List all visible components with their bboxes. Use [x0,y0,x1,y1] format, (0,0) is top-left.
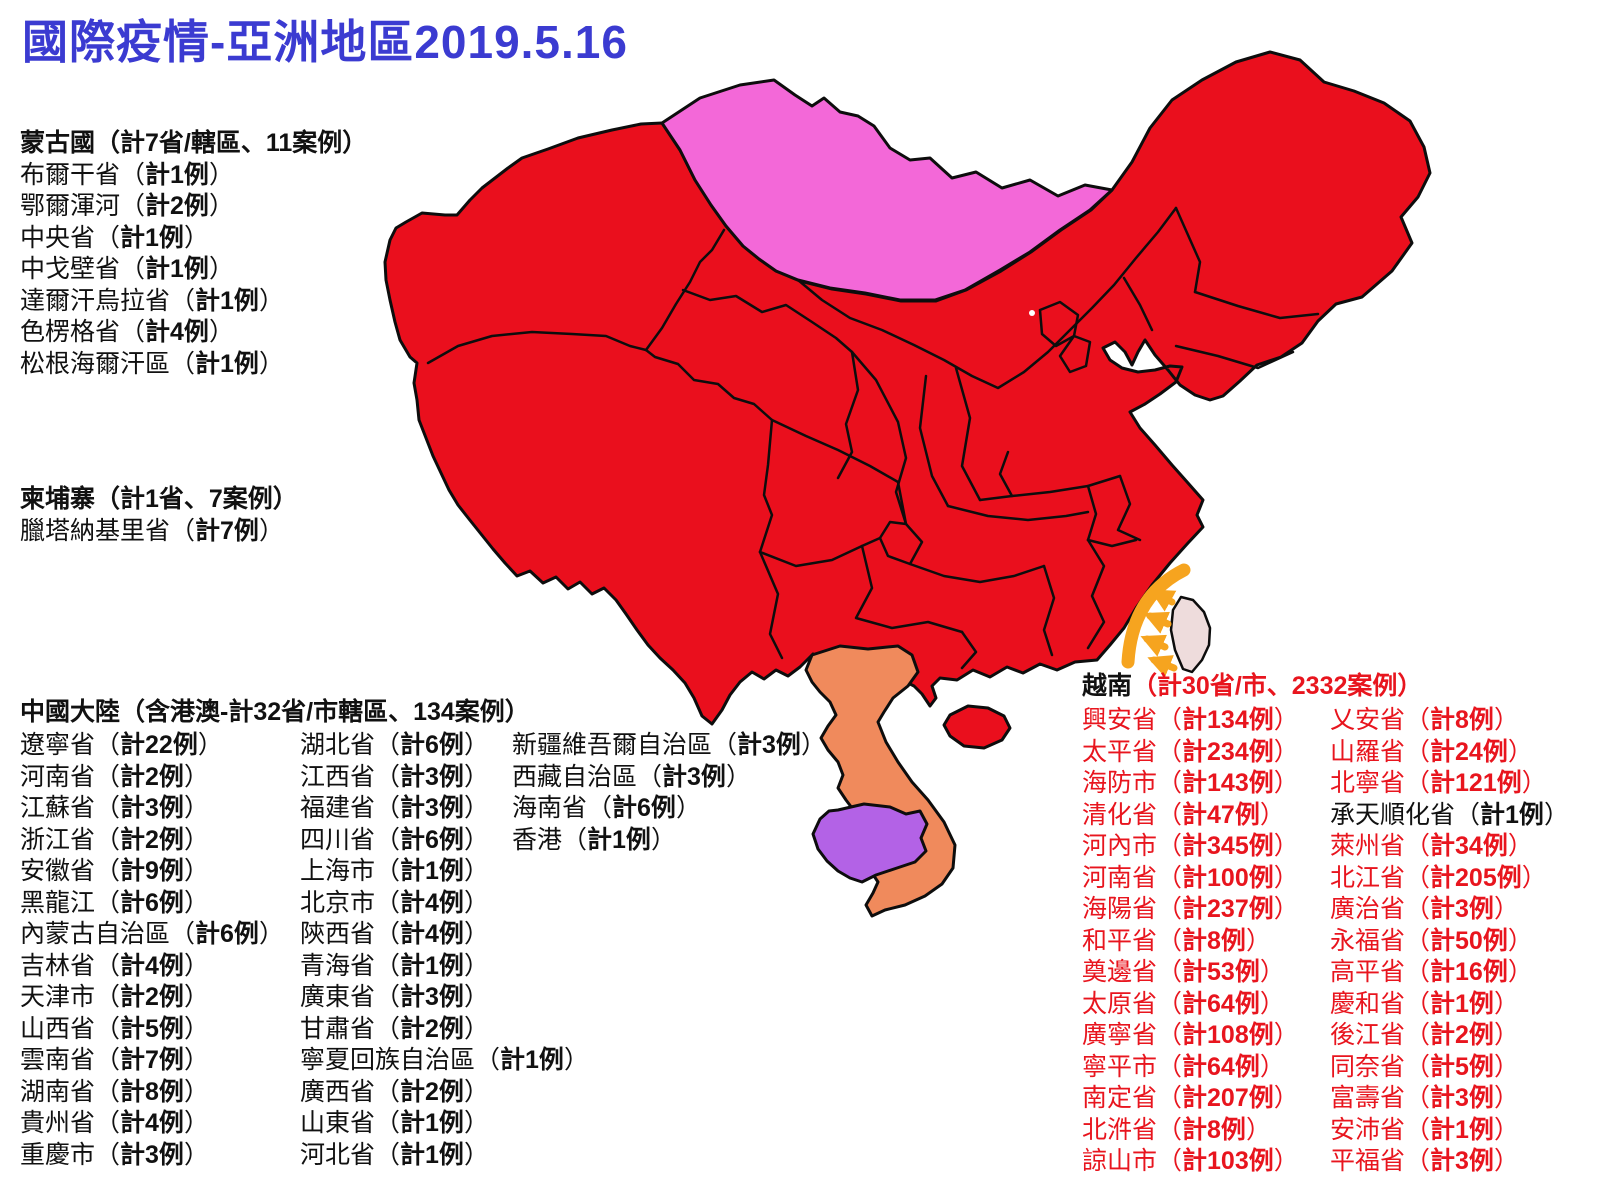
province-entry: 四川省（計6例） [300,825,489,854]
province-entry: 清化省（計47例） [1082,800,1285,829]
province-borders [426,206,1320,670]
province-entry: 諒山市（計103例） [1082,1147,1299,1175]
province-entry: 北江省（計205例） [1330,863,1547,892]
province-entry: 湖南省（計8例） [20,1077,209,1106]
cambodia-province-list: 臘塔納基里省（計7例） [20,516,298,548]
cambodia-header: 柬埔寨（計1省、7案例） [20,485,298,513]
province-entry: 廣東省（計3例） [300,983,489,1011]
province-entry: 香港（計1例） [512,825,676,854]
vietnam-section: 越南（計30省/市、2332案例） 興安省（計134例） 太平省（計234例） … [1082,671,1600,1191]
province-entry: 天津市（計2例） [20,983,209,1011]
province-entry: 西藏自治區（計3例） [512,762,751,791]
china-section: 中國大陸（含港澳-計32省/市轄區、134案例） 遼寧省（計22例） 河南省（計… [20,697,1040,1177]
province-entry: 山東省（計1例） [300,1109,489,1137]
province-entry: 富壽省（計3例） [1330,1084,1519,1112]
province-entry: 遼寧省（計22例） [20,731,223,759]
map-region-hainan-island [942,704,1012,750]
mongolia-header: 蒙古國（計7省/轄區、11案例） [20,129,368,157]
province-entry: 布爾干省（計1例） [20,160,234,189]
map-region-china [383,50,1432,726]
province-entry: 河內市（計345例） [1082,832,1299,860]
province-entry: 河北省（計1例） [300,1140,489,1169]
province-entry: 太原省（計64例） [1082,989,1285,1018]
province-entry: 太平省（計234例） [1082,737,1299,766]
vietnam-header-detail: （計30省/市、2332案例） [1132,672,1423,700]
map-region-cambodia [811,802,929,884]
map-region-taiwan [1169,595,1212,674]
cambodia-section: 柬埔寨（計1省、7案例） 臘塔納基里省（計7例） [20,484,298,547]
province-entry: 河南省（計2例） [20,762,209,791]
province-entry: 松根海爾汗區（計1例） [20,349,284,378]
province-entry: 安徽省（計9例） [20,857,209,885]
province-entry: 同奈省（計5例） [1330,1052,1519,1081]
province-entry: 色楞格省（計4例） [20,318,234,346]
china-province-list-col1: 遼寧省（計22例） 河南省（計2例） 江蘇省（計3例） 浙江省（計2例） 安徽省… [20,730,284,1171]
page-title: 國際疫情-亞洲地區2019.5.16 [22,16,628,68]
vietnam-header: 越南（計30省/市、2332案例） [1082,671,1600,703]
province-entry: 新疆維吾爾自治區（計3例） [512,731,826,759]
province-entry: 吉林省（計4例） [20,951,209,980]
vietnam-province-list-col1: 興安省（計134例） 太平省（計234例） 海防市（計143例） 清化省（計47… [1082,705,1299,1178]
province-entry: 廣西省（計2例） [300,1077,489,1106]
province-entry: 廣寧省（計108例） [1082,1021,1299,1049]
map-region-mongolia [660,78,1114,302]
province-entry: 永福省（計50例） [1330,926,1533,955]
taiwan-strait-arrows [1140,589,1178,678]
mongolia-province-list: 布爾干省（計1例） 鄂爾渾河（計2例） 中央省（計1例） 中戈壁省（計1例） 達… [20,160,367,381]
province-entry: 黑龍江（計6例） [20,888,209,917]
china-province-list-col3: 新疆維吾爾自治區（計3例） 西藏自治區（計3例） 海南省（計6例） 香港（計1例… [512,730,826,856]
province-entry: 湖北省（計6例） [300,731,489,759]
province-entry: 鄂爾渾河（計2例） [20,192,234,220]
province-entry: 北𣴓省（計8例） [1082,1115,1271,1144]
province-entry: 貴州省（計4例） [20,1109,209,1137]
province-entry: 福建省（計3例） [300,794,489,822]
province-entry: 後江省（計2例） [1330,1021,1519,1049]
province-entry: 乂安省（計8例） [1330,706,1519,734]
province-entry: 興安省（計134例） [1082,706,1299,734]
beijing-dot [1029,310,1035,316]
province-entry: 寧夏回族自治區（計1例） [300,1046,589,1074]
vietnam-header-name: 越南 [1082,672,1133,700]
province-entry: 山西省（計5例） [20,1014,209,1043]
province-entry: 上海市（計1例） [300,857,489,885]
province-entry: 中戈壁省（計1例） [20,255,234,283]
province-entry: 寧平市（計64例） [1082,1052,1285,1081]
province-entry: 萊州省（計34例） [1330,832,1533,860]
province-entry: 海陽省（計237例） [1082,895,1299,923]
province-entry: 高平省（計16例） [1330,958,1533,986]
province-entry: 奠邊省（計53例） [1082,958,1285,986]
province-entry: 河南省（計100例） [1082,863,1299,892]
province-entry: 陝西省（計4例） [300,920,489,948]
province-entry: 和平省（計8例） [1082,926,1271,955]
taiwan-strait-arc [1121,563,1191,669]
province-entry: 北寧省（計121例） [1330,769,1547,797]
province-entry: 雲南省（計7例） [20,1046,209,1074]
province-entry: 甘肅省（計2例） [300,1014,489,1043]
province-entry: 海防市（計143例） [1082,769,1299,797]
mongolia-section: 蒙古國（計7省/轄區、11案例） 布爾干省（計1例） 鄂爾渾河（計2例） 中央省… [20,128,367,380]
province-entry: 重慶市（計3例） [20,1140,209,1169]
province-entry: 青海省（計1例） [300,951,489,980]
province-entry: 中央省（計1例） [20,223,209,252]
china-province-list-col2: 湖北省（計6例） 江西省（計3例） 福建省（計3例） 四川省（計6例） 上海市（… [300,730,589,1171]
province-entry: 江西省（計3例） [300,762,489,791]
province-entry: 山羅省（計24例） [1330,737,1533,766]
province-entry: 南定省（計207例） [1082,1084,1299,1112]
province-entry: 江蘇省（計3例） [20,794,209,822]
province-entry: 內蒙古自治區（計6例） [20,920,284,948]
province-entry: 浙江省（計2例） [20,825,209,854]
province-entry: 廣治省（計3例） [1330,895,1519,923]
province-entry: 安沛省（計1例） [1330,1115,1519,1144]
vietnam-province-list-col2: 乂安省（計8例） 山羅省（計24例） 北寧省（計121例） 承天順化省（計1例）… [1330,705,1569,1178]
province-entry: 北京市（計4例） [300,888,489,917]
province-entry: 慶和省（計1例） [1330,989,1519,1018]
province-entry: 承天順化省（計1例） [1330,800,1569,829]
province-entry: 達爾汗烏拉省（計1例） [20,286,284,315]
province-entry: 海南省（計6例） [512,794,701,822]
province-entry: 臘塔納基里省（計7例） [20,516,284,545]
province-entry: 平福省（計3例） [1330,1147,1519,1175]
china-header: 中國大陸（含港澳-計32省/市轄區、134案例） [20,698,530,726]
